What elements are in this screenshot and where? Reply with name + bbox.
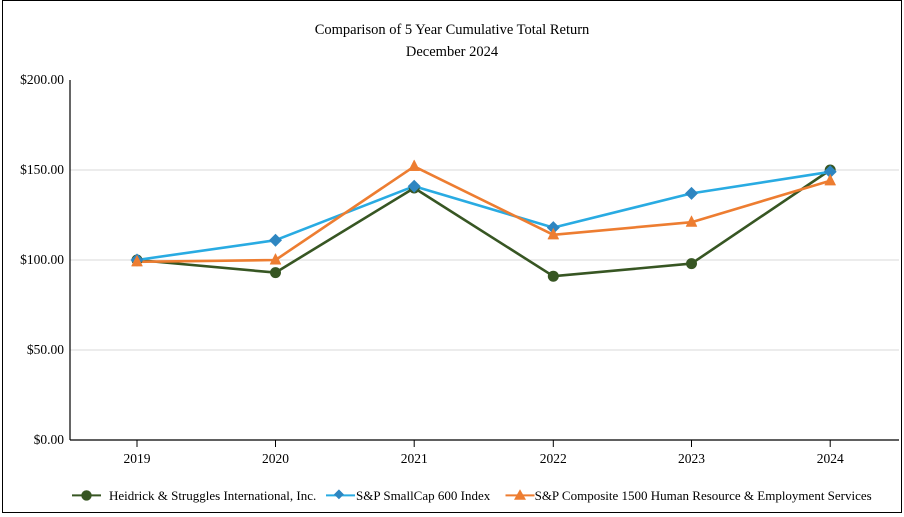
svg-text:Heidrick & Struggles Internati: Heidrick & Struggles International, Inc. bbox=[109, 488, 316, 503]
svg-text:$200.00: $200.00 bbox=[20, 72, 64, 87]
svg-text:2020: 2020 bbox=[262, 451, 289, 466]
svg-text:$50.00: $50.00 bbox=[27, 342, 64, 357]
svg-text:2021: 2021 bbox=[401, 451, 428, 466]
svg-text:$150.00: $150.00 bbox=[20, 162, 64, 177]
svg-text:2022: 2022 bbox=[540, 451, 567, 466]
svg-text:$0.00: $0.00 bbox=[34, 432, 65, 447]
svg-text:2023: 2023 bbox=[678, 451, 705, 466]
svg-text:S&P SmallCap 600 Index: S&P SmallCap 600 Index bbox=[356, 488, 491, 503]
svg-text:2024: 2024 bbox=[817, 451, 844, 466]
svg-text:2019: 2019 bbox=[124, 451, 151, 466]
svg-text:S&P Composite 1500 Human Resou: S&P Composite 1500 Human Resource & Empl… bbox=[535, 488, 872, 503]
svg-text:$100.00: $100.00 bbox=[20, 252, 64, 267]
